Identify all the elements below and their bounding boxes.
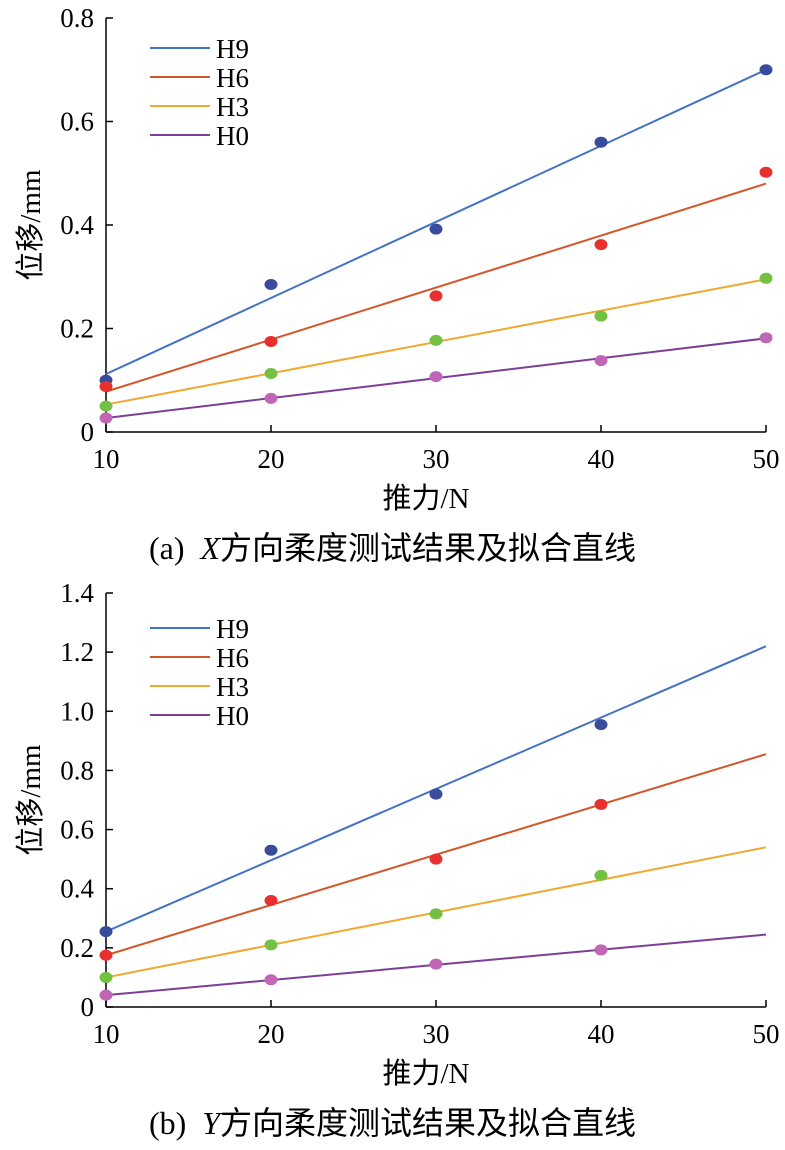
y-tick-label: 0.4 [60, 874, 94, 904]
data-point-h9 [264, 844, 278, 856]
data-point-h0 [99, 412, 113, 424]
legend-label-h0: H0 [216, 701, 249, 731]
data-point-h0 [759, 332, 773, 344]
data-point-h9 [429, 223, 443, 235]
data-point-h3 [264, 939, 278, 951]
fit-line-h6 [105, 182, 767, 393]
x-tick-label: 20 [258, 1019, 285, 1049]
data-point-h6 [759, 166, 773, 178]
data-point-h0 [594, 355, 608, 367]
y-tick-label: 0.8 [60, 755, 94, 785]
data-point-h6 [594, 239, 608, 251]
legend-label-h3: H3 [216, 92, 249, 122]
x-tick-label: 50 [753, 1019, 780, 1049]
y-axis-title: 位移/mm [14, 169, 47, 281]
data-point-h6 [264, 895, 278, 907]
y-tick-label: 1.4 [60, 578, 94, 608]
y-tick-label: 1.2 [60, 637, 94, 667]
caption-a-panel-label: (a) [148, 530, 185, 566]
caption-a-text: 方向柔度测试结果及拟合直线 [220, 530, 637, 566]
legend-label-h6: H6 [216, 643, 249, 673]
x-tick-label: 30 [423, 444, 450, 474]
data-point-h0 [264, 974, 278, 986]
data-point-h3 [99, 971, 113, 983]
caption-a-axis-letter: X [200, 530, 221, 566]
legend-label-h9: H9 [216, 614, 249, 644]
data-point-h3 [594, 310, 608, 322]
data-point-h3 [99, 400, 113, 412]
data-point-h9 [264, 279, 278, 291]
y-tick-label: 1.0 [60, 696, 94, 726]
legend-label-h9: H9 [216, 34, 249, 64]
x-tick-label: 20 [258, 444, 285, 474]
y-tick-label: 0 [81, 417, 95, 447]
y-tick-label: 0.8 [60, 3, 94, 33]
caption-b: (b) Y方向柔度测试结果及拟合直线 [0, 1105, 785, 1141]
data-point-h9 [594, 136, 608, 148]
chart-panel-a: 0 0.2 0.4 0.6 0.8 10 20 30 40 50 推力/N 位移/mm H9 H6 H3 H0… [0, 3, 785, 566]
x-tick-label: 30 [423, 1019, 450, 1049]
chart-b: 0 0.2 0.4 0.6 0.8 1.0 1.2 1.4 10 20 30 40 50 推力/N 位移/m… [14, 578, 780, 1090]
x-tick-label: 10 [93, 444, 120, 474]
data-point-h9 [429, 788, 443, 800]
data-point-h0 [429, 371, 443, 383]
data-point-h9 [99, 926, 113, 938]
data-point-h0 [429, 958, 443, 970]
data-point-h6 [99, 380, 113, 392]
data-point-h6 [429, 290, 443, 302]
fit-line-h9 [105, 68, 767, 375]
y-tick-label: 0.6 [60, 107, 94, 137]
data-point-h6 [429, 853, 443, 865]
data-point-h0 [99, 989, 113, 1001]
y-tick-label: 0.4 [60, 210, 94, 240]
caption-b-panel-label: (b) [148, 1105, 187, 1141]
chart-panel-b: 0 0.2 0.4 0.6 0.8 1.0 1.2 1.4 10 20 30 40 50 推力/N 位移/m… [0, 575, 785, 1150]
data-point-h6 [594, 798, 608, 810]
data-point-h0 [594, 944, 608, 956]
x-axis-title: 推力/N [382, 482, 469, 515]
x-tick-label: 40 [588, 444, 615, 474]
caption-b-text: 方向柔度测试结果及拟合直线 [220, 1105, 637, 1141]
data-point-h3 [594, 869, 608, 881]
x-tick-label: 40 [588, 1019, 615, 1049]
legend-label-h0: H0 [216, 121, 249, 151]
x-tick-label: 50 [753, 444, 780, 474]
legend-label-h3: H3 [216, 672, 249, 702]
caption-b-axis-letter: Y [202, 1105, 221, 1141]
y-tick-label: 0.2 [60, 933, 94, 963]
data-point-h6 [99, 949, 113, 961]
legend-label-h6: H6 [216, 63, 249, 93]
data-point-h3 [429, 908, 443, 920]
data-point-h6 [264, 335, 278, 347]
x-tick-label: 10 [93, 1019, 120, 1049]
data-point-h3 [429, 334, 443, 346]
data-point-h3 [264, 368, 278, 380]
data-point-h3 [759, 272, 773, 284]
y-tick-label: 0.6 [60, 815, 94, 845]
x-axis-title: 推力/N [382, 1057, 469, 1090]
y-axis-title: 位移/mm [14, 744, 47, 856]
data-point-h9 [759, 64, 773, 76]
y-tick-label: 0 [81, 992, 95, 1022]
caption-a: (a) X方向柔度测试结果及拟合直线 [0, 530, 785, 566]
data-point-h0 [264, 392, 278, 404]
data-point-h9 [594, 719, 608, 731]
y-tick-label: 0.2 [60, 314, 94, 344]
